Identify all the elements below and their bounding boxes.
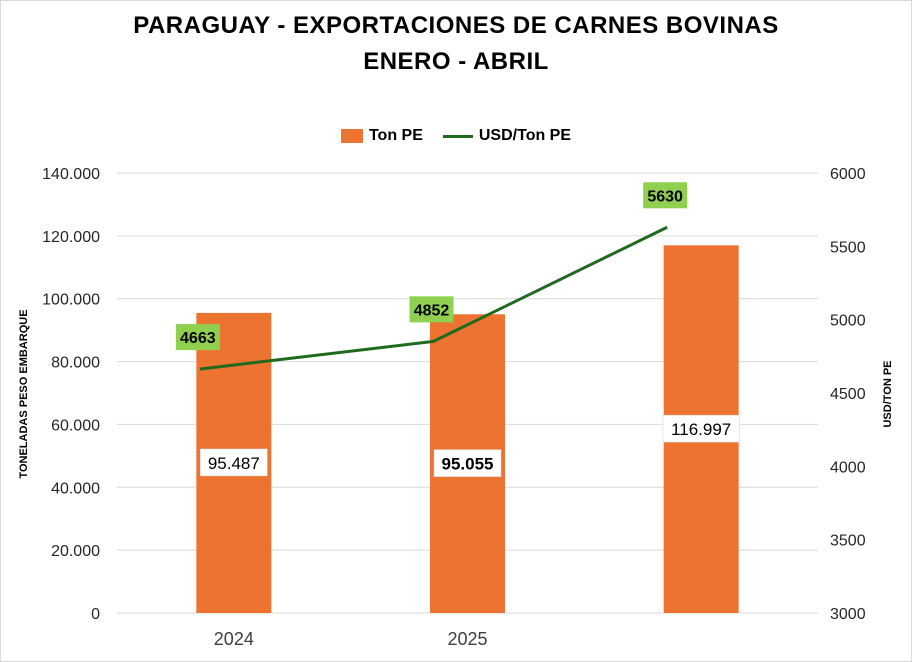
y-tick-label-left: 80.000 (51, 355, 100, 372)
legend-bar-swatch (340, 129, 363, 143)
y-tick-label-right: 3500 (830, 533, 866, 550)
chart-subtitle: ENERO - ABRIL (363, 48, 549, 75)
bar-data-label-box (662, 414, 740, 443)
legend-bar-label: Ton PE (368, 127, 423, 144)
legend-item-line: USD/Ton PE (442, 127, 572, 145)
y-tick-label-left: 120.000 (42, 229, 100, 246)
bar-data-label-box (200, 448, 268, 477)
line-data-label-box (409, 296, 454, 323)
y-tick-label-right: 4000 (830, 459, 866, 476)
bar-data-label: 116.997 (671, 420, 731, 439)
line-data-label-box (643, 182, 688, 209)
chart-title: PARAGUAY - EXPORTACIONES DE CARNES BOVIN… (133, 12, 779, 39)
bar-data-label: 95.055 (442, 455, 494, 474)
bar-data-label: 95.487 (208, 454, 260, 473)
y-tick-label-left: 140.000 (42, 166, 100, 183)
y-tick-label-left: 20.000 (51, 543, 100, 560)
y-tick-label-right: 6000 (830, 166, 866, 183)
line-data-label-box (175, 324, 220, 351)
y-tick-label-right: 4500 (830, 386, 866, 403)
line-series (199, 225, 668, 371)
line-data-label: 4663 (180, 330, 216, 347)
y-tick-label-right: 3000 (830, 606, 866, 623)
y-tick-label-left: 100.000 (42, 292, 100, 309)
legend: Ton PE USD/Ton PE (0, 127, 912, 145)
legend-item-bar: Ton PE (340, 127, 423, 145)
y-tick-label-right: 5000 (830, 313, 866, 330)
y-tick-label-left: 60.000 (51, 417, 100, 434)
x-tick-label: 2025 (447, 629, 487, 649)
y-tick-label-left: 0 (91, 606, 100, 623)
legend-line-swatch (442, 134, 473, 138)
y-tick-label-right: 5500 (830, 239, 866, 256)
x-tick-label: 2024 (214, 629, 254, 649)
y-tick-label-left: 40.000 (51, 480, 100, 497)
line-data-label: 5630 (647, 188, 683, 205)
bar-data-label-box (433, 449, 502, 477)
legend-line-label: USD/Ton PE (478, 127, 572, 144)
line-data-label: 4852 (414, 302, 450, 319)
